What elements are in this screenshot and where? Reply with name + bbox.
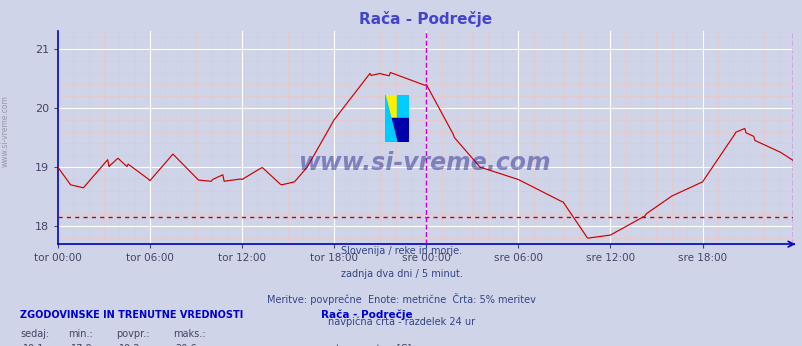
Text: 20,6: 20,6 bbox=[175, 344, 196, 346]
Text: www.si-vreme.com: www.si-vreme.com bbox=[1, 95, 10, 167]
Text: navpična črta - razdelek 24 ur: navpična črta - razdelek 24 ur bbox=[327, 316, 475, 327]
Bar bbox=[385, 118, 408, 142]
Bar bbox=[396, 95, 408, 118]
Polygon shape bbox=[385, 95, 396, 142]
Text: 19,2: 19,2 bbox=[119, 344, 140, 346]
Text: min.:: min.: bbox=[68, 329, 93, 339]
Text: maks.:: maks.: bbox=[172, 329, 205, 339]
Text: zadnja dva dni / 5 minut.: zadnja dva dni / 5 minut. bbox=[340, 269, 462, 279]
Text: sedaj:: sedaj: bbox=[20, 329, 49, 339]
Text: povpr.:: povpr.: bbox=[116, 329, 150, 339]
Text: 19,1: 19,1 bbox=[22, 344, 44, 346]
Bar bbox=[385, 95, 396, 118]
Text: temperatura[C]: temperatura[C] bbox=[335, 344, 411, 346]
Text: Meritve: povprečne  Enote: metrične  Črta: 5% meritev: Meritve: povprečne Enote: metrične Črta:… bbox=[267, 293, 535, 305]
Text: 17,8: 17,8 bbox=[71, 344, 92, 346]
Title: Rača - Podrečje: Rača - Podrečje bbox=[358, 11, 492, 27]
Text: Slovenija / reke in morje.: Slovenija / reke in morje. bbox=[341, 246, 461, 256]
Text: Rača - Podrečje: Rača - Podrečje bbox=[321, 310, 412, 320]
Text: www.si-vreme.com: www.si-vreme.com bbox=[299, 151, 551, 175]
Text: ZGODOVINSKE IN TRENUTNE VREDNOSTI: ZGODOVINSKE IN TRENUTNE VREDNOSTI bbox=[20, 310, 243, 320]
